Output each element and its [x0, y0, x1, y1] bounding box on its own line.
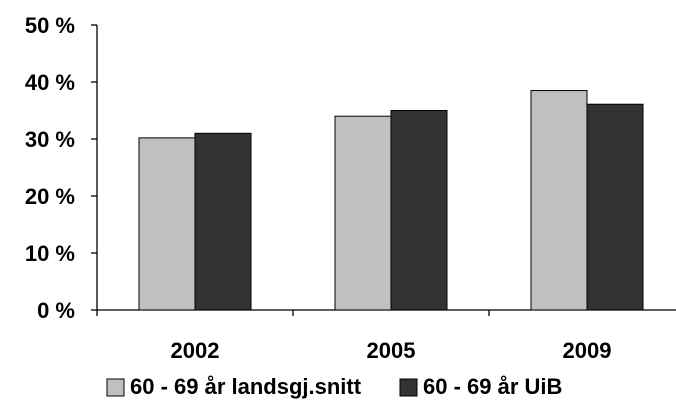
y-tick-label: 0 % [37, 298, 75, 323]
legend: 60 - 69 år landsgj.snitt 60 - 69 år UiB [106, 374, 562, 399]
bars [138, 90, 644, 311]
bar-landsgjsnitt-2002 [138, 137, 196, 311]
x-category-label: 2002 [171, 338, 220, 363]
y-tick-label: 40 % [25, 70, 75, 95]
bar-uib-2002 [194, 132, 252, 311]
legend-label: 60 - 69 år landsgj.snitt [130, 374, 362, 399]
y-tick-label: 30 % [25, 127, 75, 152]
bar-uib-2009 [586, 103, 644, 311]
bar-landsgjsnitt-2005 [334, 115, 392, 311]
bar-landsgjsnitt-2009 [530, 90, 588, 311]
x-category-label: 2005 [367, 338, 416, 363]
x-axis: 2002 2005 2009 [96, 309, 676, 363]
y-tick-label: 50 % [25, 13, 75, 38]
legend-swatch [399, 378, 418, 397]
legend-label: 60 - 69 år UiB [423, 374, 562, 399]
bar-uib-2005 [390, 110, 448, 311]
x-category-label: 2009 [563, 338, 612, 363]
y-axis: 0 % 10 % 20 % 30 % 40 % 50 % [25, 13, 98, 323]
legend-swatch [106, 378, 125, 397]
y-tick-label: 20 % [25, 184, 75, 209]
y-tick-label: 10 % [25, 241, 75, 266]
